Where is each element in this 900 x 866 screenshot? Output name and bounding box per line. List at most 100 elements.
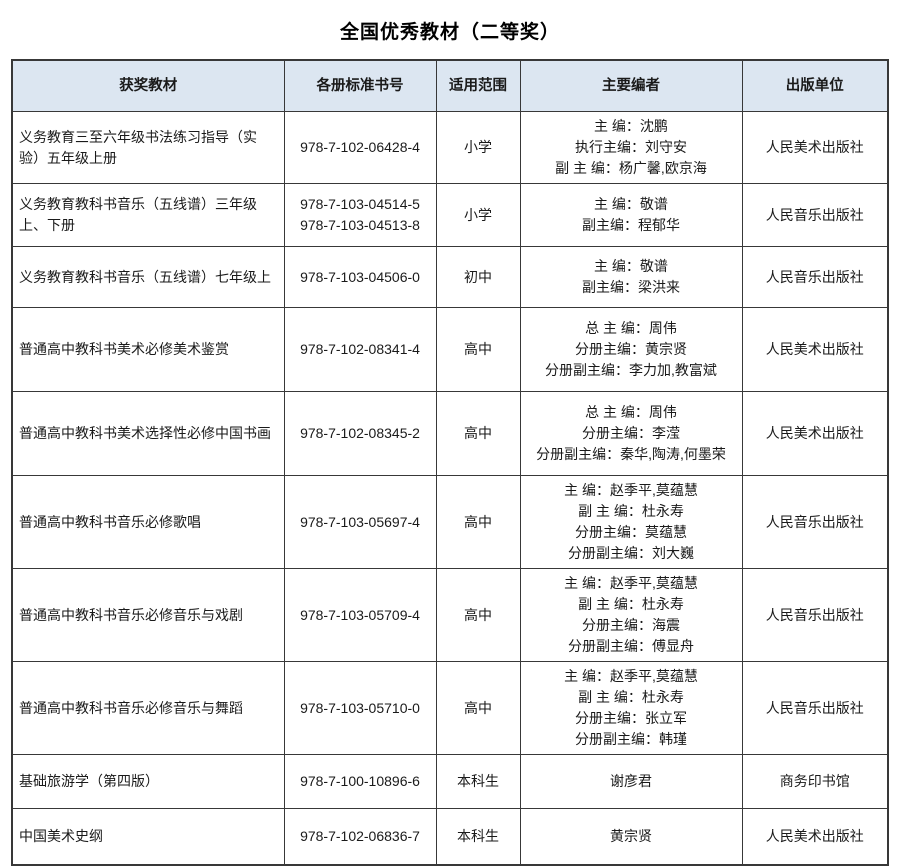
isbn-line: 978-7-103-05710-0 (300, 699, 420, 716)
editor-line: 分册主编：黄宗贤 (575, 341, 687, 357)
editor-line: 主 编：赵季平,莫蕴慧 (564, 575, 698, 591)
header-publisher: 出版单位 (741, 59, 889, 112)
material-cell: 普通高中教科书音乐必修歌唱 (11, 475, 285, 569)
isbn-cell: 978-7-102-08345-2 (283, 391, 437, 476)
editors-cell: 主 编：敬谱 副主编：程郁华 (519, 183, 743, 247)
publisher-cell: 人民美术出版社 (741, 391, 889, 476)
publisher-cell: 人民美术出版社 (741, 307, 889, 392)
isbn-line: 978-7-102-06836-7 (300, 827, 420, 844)
editor-line: 总 主 编：周伟 (585, 320, 677, 336)
editors-cell: 谢彦君 (519, 754, 743, 809)
material-cell: 普通高中教科书美术选择性必修中国书画 (11, 391, 285, 476)
isbn-cell: 978-7-103-05697-4 (283, 475, 437, 569)
editor-line: 谢彦君 (610, 773, 652, 789)
editors-cell: 主 编：沈鹏执行主编：刘守安副 主 编：杨广馨,欧京海 (519, 111, 743, 184)
header-row: 获奖教材 各册标准书号 适用范围 主要编者 出版单位 (11, 59, 889, 112)
scope-cell: 高中 (435, 661, 521, 755)
editors-cell: 主 编：赵季平,莫蕴慧副 主 编：杜永寿 分册主编：张立军 分册副主编：韩瑾 (519, 661, 743, 755)
publisher-cell: 人民音乐出版社 (741, 183, 889, 247)
material-cell: 义务教育教科书音乐（五线谱）七年级上 (11, 246, 285, 308)
table-row: 基础旅游学（第四版） 978-7-100-10896-6 本科生 谢彦君 商务印书馆 (11, 754, 889, 809)
header-scope: 适用范围 (435, 59, 521, 112)
table-header: 获奖教材 各册标准书号 适用范围 主要编者 出版单位 (11, 59, 889, 112)
isbn-cell: 978-7-103-04506-0 (283, 246, 437, 308)
isbn-line: 978-7-100-10896-6 (300, 773, 420, 789)
table-row: 普通高中教科书美术选择性必修中国书画 978-7-102-08345-2 高中总 主… (11, 391, 889, 476)
isbn-cell: 978-7-102-06428-4 (283, 111, 437, 184)
scope-cell: 高中 (435, 568, 521, 662)
header-material: 获奖教材 (11, 59, 285, 112)
isbn-cell: 978-7-103-05710-0 (283, 661, 437, 755)
editor-line: 分册主编：莫蕴慧 (575, 524, 687, 540)
editor-line: 分册主编：张立军 (575, 710, 687, 726)
isbn-line: 978-7-102-08345-2 (300, 425, 420, 441)
isbn-cell: 978-7-102-06836-7 (283, 808, 437, 865)
editor-line: 主 编：敬谱 (594, 258, 668, 274)
award-table: 获奖教材 各册标准书号 适用范围 主要编者 出版单位 义务教育三至六年级书法练习… (11, 59, 889, 866)
publisher-cell: 人民美术出版社 (741, 111, 889, 184)
publisher-cell: 人民音乐出版社 (741, 475, 889, 569)
editor-line: 分册副主编：李力加,教富斌 (545, 362, 717, 378)
table-row: 普通高中教科书音乐必修音乐与舞蹈 978-7-103-05710-0 高中主 编：赵… (11, 661, 889, 755)
scope-cell: 小学 (435, 183, 521, 247)
material-cell: 义务教育教科书音乐（五线谱）三年级上、下册 (11, 183, 285, 247)
editor-line: 分册主编：海震 (582, 617, 680, 633)
material-cell: 基础旅游学（第四版） (11, 754, 285, 809)
editor-line: 副主编：程郁华 (582, 217, 680, 233)
header-editors: 主要编者 (519, 59, 743, 112)
material-cell: 普通高中教科书音乐必修音乐与戏剧 (11, 568, 285, 662)
editors-cell: 总 主 编：周伟 分册主编：李滢 分册副主编：秦华,陶涛,何墨荣 (519, 391, 743, 476)
isbn-line: 978-7-103-04513-8 (300, 217, 420, 233)
table-row: 义务教育教科书音乐（五线谱）七年级上 978-7-103-04506-0 初中主 编… (11, 246, 889, 308)
scope-cell: 小学 (435, 111, 521, 184)
isbn-cell: 978-7-103-05709-4 (283, 568, 437, 662)
editor-line: 分册副主编：韩瑾 (575, 731, 687, 747)
material-cell: 普通高中教科书美术必修美术鉴赏 (11, 307, 285, 392)
editor-line: 副 主 编：杜永寿 (578, 596, 684, 612)
editor-line: 分册副主编：秦华,陶涛,何墨荣 (536, 446, 726, 462)
material-cell: 中国美术史纲 (11, 808, 285, 865)
editor-line: 主 编：赵季平,莫蕴慧 (564, 668, 698, 684)
table-row: 中国美术史纲 978-7-102-06836-7 本科生 黄宗贤 人民美术出版社 (11, 808, 889, 865)
isbn-line: 978-7-103-05709-4 (300, 606, 420, 623)
publisher-cell: 人民音乐出版社 (741, 568, 889, 662)
editor-line: 分册主编：李滢 (582, 425, 680, 441)
editor-line: 主 编：赵季平,莫蕴慧 (564, 482, 698, 498)
editor-line: 副 主 编：杨广馨,欧京海 (555, 160, 707, 176)
editor-line: 副主编：梁洪来 (582, 279, 680, 295)
editors-cell: 主 编：敬谱 副主编：梁洪来 (519, 246, 743, 308)
material-cell: 义务教育三至六年级书法练习指导（实验）五年级上册 (11, 111, 285, 184)
editor-line: 执行主编：刘守安 (575, 139, 687, 155)
publisher-cell: 商务印书馆 (741, 754, 889, 809)
isbn-cell: 978-7-100-10896-6 (283, 754, 437, 809)
isbn-cell: 978-7-103-04514-5 978-7-103-04513-8 (283, 183, 437, 247)
isbn-line: 978-7-103-04514-5 (300, 196, 420, 212)
scope-cell: 高中 (435, 307, 521, 392)
page-title: 全国优秀教材（二等奖） (339, 22, 560, 43)
editor-line: 分册副主编：刘大巍 (568, 545, 694, 561)
editors-cell: 主 编：赵季平,莫蕴慧副 主 编：杜永寿 分册主编：海震 分册副主编：傅显舟 (519, 568, 743, 662)
publisher-cell: 人民音乐出版社 (741, 661, 889, 755)
table-row: 义务教育三至六年级书法练习指导（实验）五年级上册 978-7-102-06428-… (11, 111, 889, 184)
isbn-line: 978-7-102-08341-4 (300, 341, 420, 357)
scope-cell: 高中 (435, 391, 521, 476)
table-row: 普通高中教科书美术必修美术鉴赏 978-7-102-08341-4 高中总 主 编：… (11, 307, 889, 392)
isbn-line: 978-7-102-06428-4 (300, 139, 420, 155)
editors-cell: 黄宗贤 (519, 808, 743, 865)
isbn-line: 978-7-103-04506-0 (300, 268, 420, 285)
editors-cell: 总 主 编：周伟 分册主编：黄宗贤分册副主编：李力加,教富斌 (519, 307, 743, 392)
editor-line: 主 编：沈鹏 (594, 118, 668, 134)
publisher-cell: 人民音乐出版社 (741, 246, 889, 308)
table-row: 义务教育教科书音乐（五线谱）三年级上、下册 978-7-103-04514-5 97… (11, 183, 889, 247)
isbn-cell: 978-7-102-08341-4 (283, 307, 437, 392)
editors-cell: 主 编：赵季平,莫蕴慧副 主 编：杜永寿 分册主编：莫蕴慧 分册副主编：刘大巍 (519, 475, 743, 569)
editor-line: 主 编：敬谱 (594, 196, 668, 212)
scope-cell: 本科生 (435, 754, 521, 809)
scope-cell: 高中 (435, 475, 521, 569)
table-row: 普通高中教科书音乐必修音乐与戏剧 978-7-103-05709-4 高中主 编：赵… (11, 568, 889, 662)
material-cell: 普通高中教科书音乐必修音乐与舞蹈 (11, 661, 285, 755)
table-body: 义务教育三至六年级书法练习指导（实验）五年级上册 978-7-102-06428-… (11, 111, 889, 865)
scope-cell: 初中 (435, 246, 521, 308)
editor-line: 副 主 编：杜永寿 (578, 689, 684, 705)
